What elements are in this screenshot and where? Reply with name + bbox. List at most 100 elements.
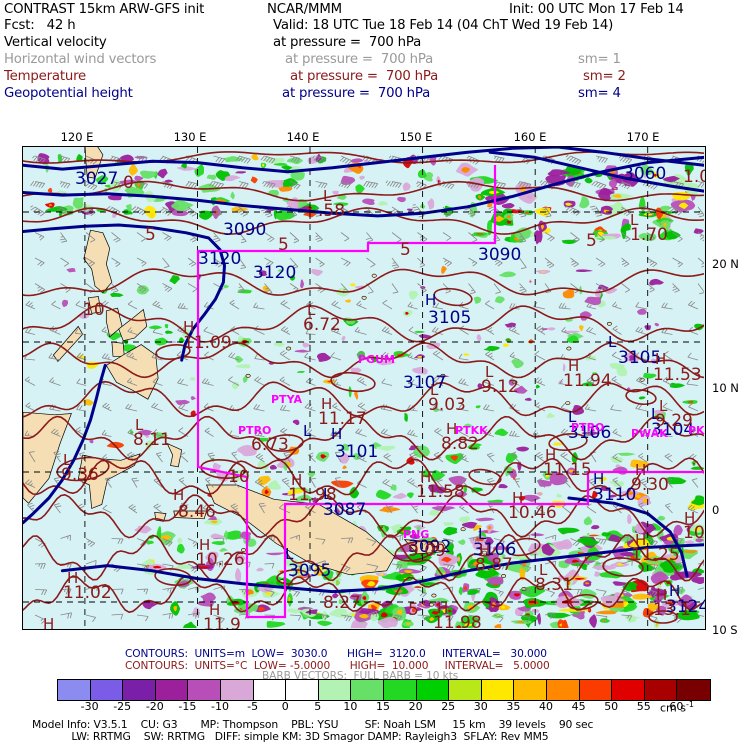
temp-extremum-label: L: [307, 303, 315, 318]
colorbar-tick: 55: [637, 700, 651, 713]
station-label: PNG: [403, 529, 429, 540]
temp-value-label: 10: [83, 302, 105, 319]
temp-extremum-label: L: [323, 189, 331, 204]
temp-value-label: 11.25: [631, 547, 680, 564]
colorbar-swatch: [58, 680, 91, 700]
lon-tick-label: 170 E: [627, 130, 660, 144]
height-contour-label: 3110: [593, 487, 636, 504]
temp-value-label: 13.1: [653, 602, 691, 619]
temp-value-label: 8.31: [535, 577, 573, 594]
temp-value-label: 9.30: [631, 477, 669, 494]
temp-extremum-label: H: [512, 491, 523, 506]
colorbar-tick: 10: [343, 700, 357, 713]
field-row-3-sm: sm= 4: [578, 86, 621, 101]
colorbar-tick: 0: [282, 700, 289, 713]
height-contour-label: 3090: [223, 222, 266, 239]
colorbar-unit: cm s-1: [660, 700, 694, 715]
field-row-0-name: Vertical velocity: [4, 35, 107, 50]
colorbar-swatch: [123, 680, 156, 700]
colorbar-swatch: [547, 680, 580, 700]
colorbar-tick: -10: [211, 700, 229, 713]
temp-value-label: 0: [123, 175, 134, 192]
height-extremum-label: H: [425, 293, 436, 308]
temp-value-label: 5: [278, 237, 289, 254]
field-row-1-sm: sm= 1: [578, 52, 621, 67]
height-extremum-label: L: [478, 527, 486, 542]
colorbar-unit-exponent: -1: [686, 700, 694, 709]
colorbar-swatch: [91, 680, 124, 700]
temp-value-label: 11.09: [183, 335, 232, 352]
colorbar-swatch: [319, 680, 352, 700]
colorbar-swatch: [286, 680, 319, 700]
lat-tick-label: 10 S: [712, 623, 738, 637]
station-label: PWAK: [631, 428, 668, 439]
init-time: Init: 00 UTC Mon 17 Feb 14: [509, 2, 684, 17]
temp-value-label: 10: [683, 525, 705, 542]
temp-value-label: 10.26: [196, 552, 245, 569]
height-extremum-label: H: [593, 472, 604, 487]
colorbar-swatch: [482, 680, 515, 700]
temp-value-label: 6.73: [251, 437, 289, 454]
height-contour-label: 3101: [335, 444, 378, 461]
lat-tick-label: 10 N: [712, 381, 739, 395]
temp-extremum-label: L: [539, 563, 547, 578]
temp-value-label: 11.58: [416, 484, 465, 501]
temp-value-label: 5: [145, 227, 156, 244]
temp-value-label: 8.11: [133, 432, 171, 449]
temp-value-label: 8.46: [178, 504, 216, 521]
temp-value-label: 5: [400, 242, 411, 259]
temp-value-label: 1.09: [683, 169, 706, 186]
temp-value-label: 9.36: [61, 467, 99, 484]
station-label: PTKK: [455, 425, 488, 436]
temp-extremum-label: L: [63, 453, 71, 468]
height-contour-label: 3027: [75, 171, 118, 188]
colorbar-swatch: [677, 680, 710, 700]
height-contour-label: 3107: [403, 375, 446, 392]
temp-value-label: 5: [586, 233, 597, 250]
temp-extremum-label: L: [485, 365, 493, 380]
temp-extremum-label: H: [479, 543, 490, 558]
model-info-line2: LW: RRTMG SW: RRTMG DIFF: simple KM: 3D …: [32, 730, 549, 743]
temp-extremum-label: H: [568, 359, 579, 374]
height-contour-label: 3105: [428, 310, 471, 327]
colorbar[interactable]: [57, 679, 711, 701]
temp-extremum-label: H: [43, 617, 54, 630]
colorbar-tick: 50: [604, 700, 618, 713]
title-center: NCAR/MMM: [267, 2, 342, 17]
temp-value-label: 8.82: [441, 436, 479, 453]
colorbar-tick: 45: [572, 700, 586, 713]
legend-height-contours: CONTOURS: UNITS=m LOW= 3030.0 HIGH= 3120…: [125, 648, 547, 660]
height-contour-label: 3120: [253, 265, 296, 282]
colorbar-swatch: [156, 680, 189, 700]
colorbar-tick: 15: [376, 700, 390, 713]
temp-extremum-label: H: [635, 463, 646, 478]
temp-value-label: 11.02: [63, 585, 112, 602]
temp-extremum-label: H: [321, 397, 332, 412]
lon-tick-label: 120 E: [61, 130, 94, 144]
colorbar-tick: 30: [474, 700, 488, 713]
temp-value-label: 11.98: [433, 615, 482, 630]
colorbar-tick: 35: [506, 700, 520, 713]
colorbar-swatch: [645, 680, 678, 700]
height-contour-label: 3090: [478, 247, 521, 264]
temp-extremum-label: H: [635, 533, 646, 548]
height-contour-label: 3120: [198, 251, 241, 268]
colorbar-swatch: [188, 680, 221, 700]
colorbar-tick: -25: [113, 700, 131, 713]
colorbar-swatch: [384, 680, 417, 700]
title-model: CONTRAST 15km ARW-GFS init: [4, 2, 204, 17]
temp-extremum-label: L: [659, 399, 667, 414]
temp-value-label: 9.12: [481, 379, 519, 396]
temp-value-label: 9.09: [408, 543, 446, 560]
height-contour-label: 3060: [623, 166, 666, 183]
height-extremum-label: L: [608, 335, 616, 350]
station-label: PGUM: [358, 354, 395, 365]
temp-value-label: 8.87: [475, 557, 513, 574]
station-label: PTRO: [571, 422, 604, 433]
colorbar-tick: -30: [81, 700, 99, 713]
station-label: PTYA: [271, 394, 302, 405]
